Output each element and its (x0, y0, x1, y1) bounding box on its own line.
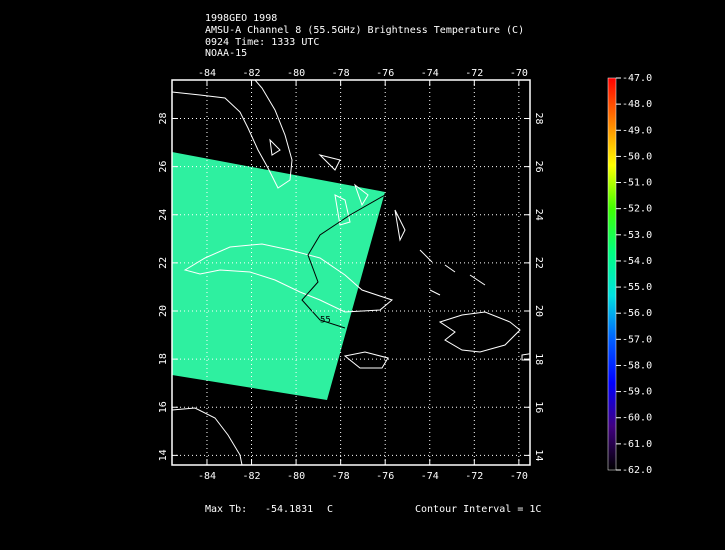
footer-label: Max Tb: (205, 504, 247, 515)
colorbar-label: -51.0 (622, 178, 652, 189)
lat-tick-label: 16 (158, 401, 169, 413)
coast-jamaica (343, 351, 389, 369)
colorbar-label: -59.0 (622, 387, 652, 398)
colorbar-label: -56.0 (622, 308, 652, 319)
lat-tick-label: 26 (533, 161, 544, 173)
contour-line (301, 194, 386, 329)
colorbar-label: -53.0 (622, 230, 652, 241)
lat-tick-label: 24 (158, 209, 169, 221)
lat-tick-label: 26 (158, 161, 169, 173)
swath (172, 152, 385, 400)
lat-tick-label: 18 (158, 353, 169, 365)
colorbar-label: -47.0 (622, 73, 652, 84)
footer-value: -54.1831 (265, 504, 313, 515)
lat-tick-label: 28 (533, 112, 544, 124)
lon-tick-label: -74 (421, 471, 439, 482)
colorbar-label: -48.0 (622, 99, 652, 110)
coast-cuba (183, 243, 394, 313)
lat-tick-label: 22 (533, 257, 544, 269)
colorbar-label: -62.0 (622, 465, 652, 476)
map-area: 55 (172, 80, 530, 465)
colorbar-label: -50.0 (622, 151, 652, 162)
title-line: 0924 Time: 1333 UTC (205, 37, 319, 48)
lon-tick-label: -76 (376, 68, 394, 79)
coast-puerto-rico (521, 353, 530, 361)
lat-tick-label: 14 (533, 449, 544, 461)
colorbar-label: -61.0 (622, 439, 652, 450)
lon-tick-label: -70 (510, 68, 528, 79)
lon-tick-label: -84 (198, 68, 216, 79)
lon-tick-label: -78 (332, 471, 350, 482)
title-line: AMSU-A Channel 8 (55.5GHz) Brightness Te… (205, 25, 524, 36)
coast-central-america (172, 407, 243, 465)
lat-tick-label: 16 (533, 401, 544, 413)
lat-tick-label: 18 (533, 353, 544, 365)
lon-tick-label: -72 (465, 471, 483, 482)
map-frame (171, 79, 531, 466)
coast-bahamas (269, 138, 486, 296)
colorbar-label: -55.0 (622, 282, 652, 293)
lat-tick-label: 24 (533, 209, 544, 221)
lat-tick-label: 28 (158, 112, 169, 124)
coast-hispaniola (438, 311, 521, 353)
lat-tick-label: 20 (158, 305, 169, 317)
lon-tick-label: -80 (287, 471, 305, 482)
footer-unit: C (327, 504, 333, 515)
colorbar-label: -60.0 (622, 413, 652, 424)
lon-tick-label: -78 (332, 68, 350, 79)
lat-tick-label: 22 (158, 257, 169, 269)
lon-tick-label: -72 (465, 68, 483, 79)
lon-tick-label: -70 (510, 471, 528, 482)
contour-label: 55 (320, 316, 331, 326)
lon-tick-label: -76 (376, 471, 394, 482)
colorbar-label: -54.0 (622, 256, 652, 267)
lon-tick-label: -82 (242, 471, 260, 482)
lon-tick-label: -80 (287, 68, 305, 79)
colorbar-label: -52.0 (622, 204, 652, 215)
title-line: NOAA-15 (205, 48, 247, 59)
lon-tick-label: -84 (198, 471, 216, 482)
colorbar-label: -58.0 (622, 360, 652, 371)
colorbar (607, 77, 617, 471)
footer-contour: Contour Interval = 1C (415, 504, 541, 515)
lon-tick-label: -82 (242, 68, 260, 79)
lat-tick-label: 20 (533, 305, 544, 317)
colorbar-label: -49.0 (622, 125, 652, 136)
lat-tick-label: 14 (158, 449, 169, 461)
lon-tick-label: -74 (421, 68, 439, 79)
coastlines (172, 80, 530, 465)
title-line: 1998GEO 1998 (205, 13, 277, 24)
coast-florida (172, 80, 293, 189)
colorbar-label: -57.0 (622, 334, 652, 345)
